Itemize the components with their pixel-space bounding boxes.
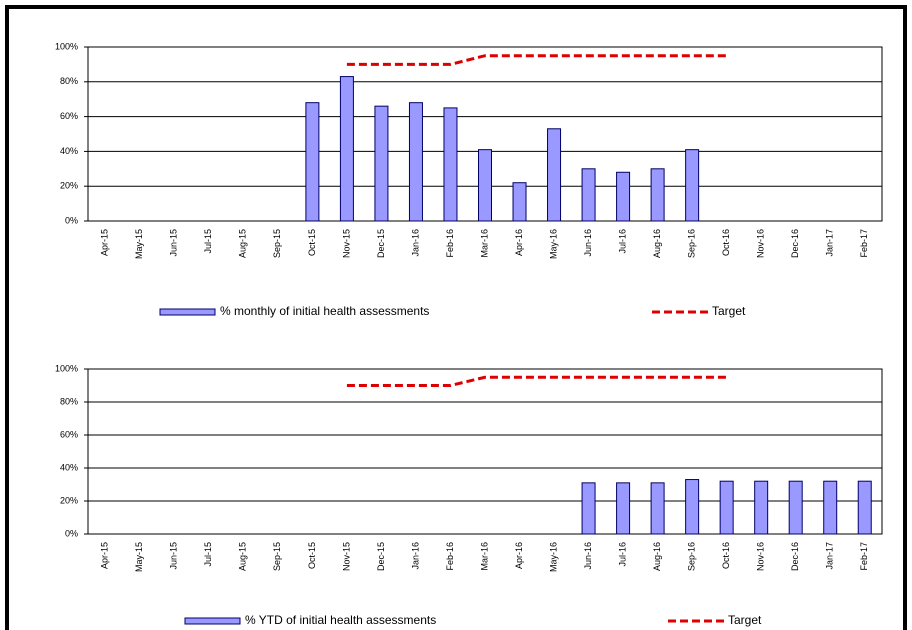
bar	[443, 107, 458, 222]
x-tick-label: Sep-15	[272, 229, 282, 258]
x-tick-label: Dec-16	[790, 542, 800, 571]
frame	[5, 5, 907, 630]
y-tick-label: 60%	[60, 111, 78, 121]
bar	[374, 105, 389, 222]
legend-swatch	[159, 308, 216, 316]
y-tick-label: 80%	[60, 396, 78, 406]
target-line	[346, 375, 727, 387]
x-tick-label: Aug-15	[238, 229, 248, 258]
x-tick-label: May-15	[134, 229, 144, 259]
x-tick-label: Nov-15	[341, 229, 351, 258]
x-tick-label: May-16	[548, 542, 558, 572]
x-tick-label: Sep-15	[272, 542, 282, 571]
bar	[685, 479, 700, 535]
y-tick-label: 60%	[60, 429, 78, 439]
y-tick-label: 40%	[60, 146, 78, 156]
legend-label: % YTD of initial health assessments	[245, 613, 436, 627]
bar	[616, 171, 631, 222]
x-tick-label: Aug-15	[238, 542, 248, 571]
x-tick-label: Nov-15	[341, 542, 351, 571]
x-tick-label: Jun-15	[169, 542, 179, 570]
bar	[788, 480, 803, 535]
y-tick-label: 100%	[55, 363, 78, 373]
x-tick-label: Aug-16	[652, 542, 662, 571]
x-tick-label: Oct-15	[307, 229, 317, 256]
x-tick-label: Jun-16	[583, 542, 593, 570]
bar	[685, 149, 700, 222]
x-tick-label: Oct-15	[307, 542, 317, 569]
x-tick-label: Dec-15	[376, 229, 386, 258]
x-tick-label: Feb-16	[445, 542, 455, 571]
plot-border	[87, 368, 883, 535]
x-tick-label: May-15	[134, 542, 144, 572]
x-tick-label: Jul-16	[617, 542, 627, 567]
y-tick-label: 20%	[60, 181, 78, 191]
bar	[650, 168, 665, 222]
legend-swatch	[184, 617, 241, 625]
x-tick-label: Oct-16	[721, 229, 731, 256]
x-tick-label: Dec-16	[790, 229, 800, 258]
x-tick-label: Jul-15	[203, 229, 213, 254]
bar	[305, 102, 320, 222]
bar	[512, 182, 527, 222]
x-tick-label: Jul-15	[203, 542, 213, 567]
x-tick-label: Aug-16	[652, 229, 662, 258]
y-tick-label: 20%	[60, 495, 78, 505]
x-tick-label: Mar-16	[479, 229, 489, 258]
target-line	[346, 54, 727, 66]
x-tick-label: Sep-16	[687, 542, 697, 571]
bar	[616, 482, 631, 535]
x-tick-label: Jan-17	[825, 229, 835, 257]
bar	[408, 102, 423, 222]
x-tick-label: Jan-17	[825, 542, 835, 570]
x-tick-label: May-16	[548, 229, 558, 259]
x-tick-label: Apr-16	[514, 229, 524, 256]
bar	[478, 149, 492, 222]
y-tick-label: 100%	[55, 41, 78, 51]
bar	[650, 482, 665, 535]
bar	[581, 482, 596, 535]
bar	[719, 480, 734, 535]
x-tick-label: Apr-15	[100, 229, 110, 256]
bar	[581, 168, 596, 222]
x-tick-label: Nov-16	[756, 229, 766, 258]
x-tick-label: Oct-16	[721, 542, 731, 569]
x-tick-label: Feb-16	[445, 229, 455, 258]
legend-label: Target	[712, 304, 746, 318]
x-tick-label: Nov-16	[756, 542, 766, 571]
legend-label: % monthly of initial health assessments	[220, 304, 429, 318]
y-tick-label: 0%	[65, 215, 78, 225]
y-tick-label: 0%	[65, 528, 78, 538]
x-tick-label: Jan-16	[410, 542, 420, 570]
x-tick-label: Apr-16	[514, 542, 524, 569]
bar	[339, 76, 354, 222]
bar	[547, 128, 562, 222]
x-tick-label: Mar-16	[479, 542, 489, 571]
x-tick-label: Dec-15	[376, 542, 386, 571]
y-tick-label: 80%	[60, 76, 78, 86]
x-tick-label: Jun-16	[583, 229, 593, 257]
y-tick-label: 40%	[60, 462, 78, 472]
x-tick-label: Apr-15	[100, 542, 110, 569]
bar	[857, 480, 872, 535]
x-tick-label: Jul-16	[617, 229, 627, 254]
x-tick-label: Sep-16	[687, 229, 697, 258]
bar	[754, 480, 769, 535]
x-tick-label: Feb-17	[859, 542, 869, 571]
x-tick-label: Jun-15	[169, 229, 179, 257]
bar	[823, 480, 838, 535]
x-tick-label: Jan-16	[410, 229, 420, 257]
legend-label: Target	[728, 613, 762, 627]
x-tick-label: Feb-17	[859, 229, 869, 258]
